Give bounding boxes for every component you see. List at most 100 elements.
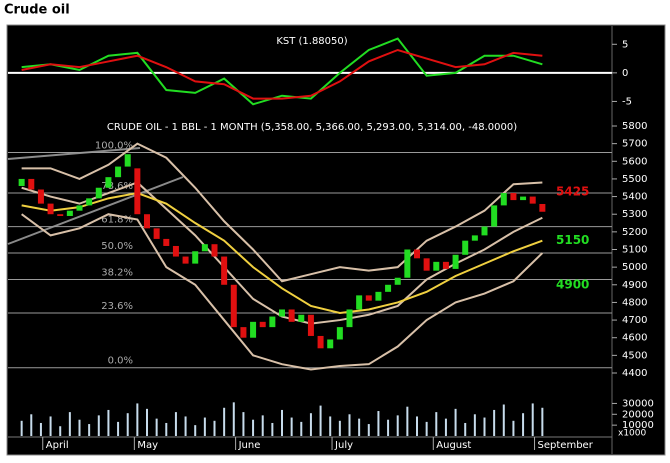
indicator-line: [21, 142, 543, 283]
indicator-line: [21, 192, 543, 315]
candle: [462, 240, 469, 255]
candle: [414, 249, 420, 259]
volume-bar: [290, 417, 293, 436]
volume-bar: [387, 419, 390, 436]
candle: [86, 198, 93, 206]
volume-bar: [348, 414, 351, 436]
volume-bar: [493, 409, 496, 436]
volume-bar: [155, 418, 158, 436]
x-tick-label: July: [334, 440, 353, 451]
volume-bar: [512, 420, 515, 436]
fib-label: 0.0%: [108, 356, 133, 367]
x-tick-label: May: [137, 440, 158, 451]
candle: [404, 249, 411, 278]
x-tick-label: August: [436, 440, 471, 451]
candle: [500, 193, 507, 206]
volume-bar: [39, 422, 42, 436]
candle: [134, 168, 141, 215]
y-tick-label: 20000: [622, 409, 654, 420]
candle: [66, 210, 73, 216]
fib-label: 61.8%: [101, 215, 133, 226]
y-tick-label: 5800: [622, 121, 647, 132]
price-label: 5150: [556, 233, 589, 247]
x-tick-label: April: [46, 440, 69, 451]
volume-bar: [20, 420, 23, 436]
volume-bar: [377, 411, 380, 436]
volume-bar: [483, 417, 486, 436]
panel-title: CRUDE OIL - 1 BBL - 1 MONTH (5,358.00, 5…: [107, 122, 517, 133]
volume-bar: [338, 420, 341, 436]
candle: [182, 256, 189, 264]
x-tick-label: June: [238, 440, 261, 451]
candle: [172, 245, 179, 257]
y-tick-label: 0: [622, 68, 628, 79]
volume-bar: [97, 415, 100, 436]
volume-bar: [117, 421, 120, 436]
candle: [452, 254, 459, 269]
y-tick-label: 10000: [622, 420, 654, 431]
candle: [288, 309, 295, 322]
volume-bar: [416, 416, 418, 436]
unit-label: x1000: [618, 429, 647, 439]
candle: [491, 205, 498, 227]
y-tick-label: 5300: [622, 209, 647, 220]
y-tick-label: 5600: [622, 156, 647, 167]
candle: [481, 226, 488, 236]
fib-label: 50.0%: [101, 241, 133, 252]
volume-bar: [174, 412, 177, 436]
candle: [192, 251, 199, 264]
candle: [211, 244, 218, 257]
indicator-line: [21, 213, 544, 371]
candle: [221, 256, 228, 285]
fib-label: 78.6%: [101, 181, 133, 192]
volume-bar: [319, 405, 322, 436]
volume-bar: [242, 412, 245, 436]
volume-bar: [184, 416, 187, 436]
candle: [365, 295, 372, 301]
volume-bar: [49, 416, 52, 436]
volume-bar: [126, 413, 129, 436]
candle: [269, 316, 276, 328]
volume-bar: [194, 425, 197, 436]
volume-bar: [473, 414, 476, 436]
x-tick-label: September: [538, 440, 594, 451]
candle: [471, 235, 478, 241]
volume-bar: [454, 408, 457, 436]
candle: [279, 309, 285, 317]
y-tick-label: 4800: [622, 297, 647, 308]
trend-line: [7, 176, 184, 245]
candle: [394, 277, 401, 285]
price-label: 4900: [556, 277, 589, 291]
candle: [76, 205, 83, 211]
candle: [442, 261, 449, 269]
volume-bar: [78, 419, 81, 436]
y-tick-label: 4700: [622, 315, 647, 326]
chart-background: [6, 24, 666, 456]
y-tick-label: 4500: [622, 350, 647, 361]
candle: [163, 238, 170, 246]
fib-label: 100.0%: [95, 140, 133, 151]
candle: [124, 154, 131, 167]
candle: [28, 178, 35, 190]
volume-bar: [136, 403, 139, 436]
y-tick-label: 5: [622, 39, 628, 50]
candle: [539, 203, 546, 212]
kst-line: [21, 37, 543, 106]
candle: [37, 189, 44, 204]
candle: [105, 177, 112, 188]
fib-label: 38.2%: [101, 267, 133, 278]
candle: [230, 284, 237, 328]
candle: [336, 327, 343, 340]
candle: [259, 321, 266, 328]
candle: [327, 339, 334, 349]
volume-bar: [502, 404, 505, 436]
trend-line: [7, 147, 141, 160]
y-tick-label: 5000: [622, 262, 647, 273]
volume-bar: [358, 418, 361, 436]
candle: [57, 214, 64, 216]
candle: [18, 178, 25, 186]
candle: [520, 196, 527, 201]
y-tick-label: 4600: [622, 333, 647, 344]
volume-bar: [281, 409, 283, 436]
candle: [298, 314, 305, 322]
